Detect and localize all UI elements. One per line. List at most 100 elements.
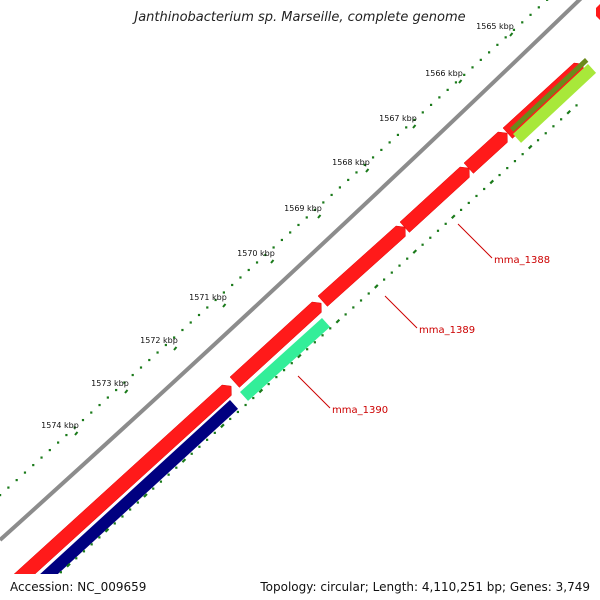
gene-callout-line (297, 375, 331, 409)
outer-minor-tick (48, 448, 51, 452)
scale-major-tick (173, 346, 178, 351)
outer-minor-tick (280, 238, 283, 242)
inner-tick-ring (28, 104, 578, 600)
outer-minor-tick (347, 178, 350, 182)
outer-minor-tick (313, 208, 317, 212)
outer-minor-tick (338, 186, 342, 189)
outer-minor-tick (0, 494, 2, 497)
backbone-arc (0, 0, 583, 542)
outer-minor-tick (81, 418, 85, 422)
inner-minor-tick (483, 187, 486, 191)
inner-major-tick (181, 458, 187, 463)
inner-major-tick (374, 284, 379, 289)
inner-minor-tick (267, 382, 270, 386)
outer-minor-tick (247, 268, 250, 272)
outer-minor-tick (330, 193, 333, 197)
inner-minor-tick (113, 522, 116, 525)
inner-minor-tick (136, 501, 139, 504)
outer-minor-tick (289, 231, 292, 234)
footer-bar: Accession: NC_009659 Topology: circular;… (0, 574, 600, 600)
outer-minor-tick (471, 66, 474, 69)
inner-minor-tick (282, 369, 286, 372)
scale-tick-label: 1571 kbp (189, 293, 227, 302)
inner-minor-tick (421, 243, 424, 246)
inner-minor-tick (167, 473, 170, 476)
outer-minor-tick (487, 51, 491, 54)
inner-major-tick (297, 353, 302, 359)
inner-major-tick (527, 144, 533, 150)
outer-minor-tick (438, 96, 441, 99)
outer-minor-tick (32, 463, 35, 467)
inner-major-tick (258, 388, 264, 394)
inner-major-tick (335, 319, 341, 324)
forward-gene (399, 166, 470, 233)
forward-gene (0, 384, 232, 600)
scale-tick-label: 1573 kbp (91, 379, 129, 388)
forward-strand (0, 62, 584, 600)
inner-major-tick (143, 493, 148, 498)
outer-minor-tick (504, 36, 507, 39)
outer-minor-tick (405, 126, 408, 129)
outer-minor-tick (139, 366, 143, 369)
outer-minor-tick (65, 433, 68, 437)
outer-minor-tick (380, 148, 383, 152)
inner-minor-tick (344, 313, 347, 316)
inner-minor-tick (436, 229, 440, 232)
outer-minor-tick (115, 388, 118, 392)
outer-minor-tick (429, 103, 433, 106)
outer-minor-tick (106, 396, 109, 399)
reverse-strand (11, 58, 597, 600)
outer-minor-tick (90, 411, 93, 414)
genome-title: Janthinobacterium sp. Marseille, complet… (134, 10, 466, 25)
outer-minor-tick (57, 441, 60, 444)
inner-minor-tick (59, 571, 62, 574)
inner-minor-tick (475, 194, 478, 198)
inner-minor-tick (129, 508, 132, 511)
inner-minor-tick (544, 132, 547, 135)
reverse-gene (513, 64, 597, 143)
outer-minor-tick (214, 298, 217, 302)
outer-minor-tick (23, 471, 27, 474)
inner-minor-tick (244, 403, 247, 407)
outer-minor-tick (512, 28, 516, 31)
inner-minor-tick (367, 292, 370, 295)
outer-minor-tick (421, 111, 424, 114)
outer-minor-tick (446, 88, 449, 91)
inner-minor-tick (498, 173, 501, 177)
outer-minor-tick (123, 381, 126, 384)
gene-callouts: mma_1388 mma_1389 mma_1390 (297, 223, 550, 416)
inner-minor-tick (75, 557, 78, 560)
inner-minor-tick (229, 417, 232, 421)
outer-minor-tick (264, 253, 267, 257)
outer-minor-tick (305, 216, 308, 219)
scale-tick-label: 1574 kbp (41, 421, 79, 430)
gene-callout-line (457, 223, 493, 259)
outer-minor-tick (355, 171, 358, 174)
forward-gene (463, 131, 508, 174)
scale-labels: 1565 kbp 1566 kbp 1567 kbp 1568 kbp 1569 kbp… (41, 22, 514, 436)
scale-tick-label: 1567 kbp (379, 114, 417, 123)
outer-minor-tick (388, 141, 391, 144)
outer-minor-tick (272, 246, 275, 249)
reverse-gene-shade (510, 58, 589, 132)
inner-minor-tick (313, 341, 316, 344)
outer-minor-tick (255, 261, 259, 264)
scale-major-tick (74, 431, 79, 436)
forward-gene (317, 225, 406, 307)
outer-minor-tick (173, 336, 176, 339)
outer-minor-tick (521, 21, 524, 24)
inner-minor-tick (429, 236, 432, 239)
inner-major-tick (220, 423, 225, 429)
inner-minor-tick (252, 396, 255, 400)
inner-minor-tick (90, 543, 93, 546)
inner-minor-tick (206, 438, 209, 441)
reverse-gene (11, 400, 239, 600)
inner-minor-tick (329, 327, 332, 330)
outer-minor-tick (371, 156, 375, 159)
outer-tick-ring (0, 0, 549, 497)
scale-tick-label: 1568 kbp (332, 158, 370, 167)
inner-major-tick (66, 562, 71, 568)
accession-text: Accession: NC_009659 (10, 580, 147, 594)
inner-minor-tick (536, 139, 540, 142)
